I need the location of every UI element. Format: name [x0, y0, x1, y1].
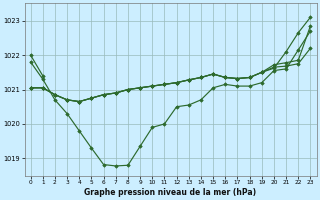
X-axis label: Graphe pression niveau de la mer (hPa): Graphe pression niveau de la mer (hPa) [84, 188, 257, 197]
